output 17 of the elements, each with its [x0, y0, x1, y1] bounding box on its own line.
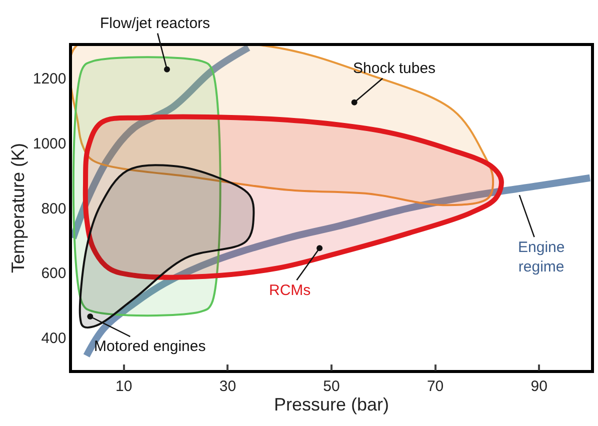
x-tick-label: 90	[530, 378, 548, 395]
y-tick-label: 1200	[32, 70, 66, 88]
annotation: Flow/jet reactors	[100, 15, 210, 32]
y-tick-label: 1000	[32, 135, 66, 152]
annotation: Shock tubes	[353, 60, 436, 77]
y-axis-title: Temperature (K)	[8, 142, 28, 274]
annotation: Motored engines	[94, 338, 206, 355]
x-tick-label: 30	[219, 378, 236, 395]
annotation: RCMs	[269, 282, 311, 299]
y-tick-label: 800	[41, 200, 66, 218]
x-tick-label: 70	[426, 378, 444, 395]
y-tick-label: 400	[41, 330, 66, 347]
x-axis-title: Pressure (bar)	[274, 394, 390, 415]
x-tick-label: 50	[323, 378, 340, 395]
y-tick-label: 600	[41, 265, 66, 282]
x-tick-label: 10	[116, 378, 132, 395]
annotation: Engine regime	[518, 239, 565, 276]
